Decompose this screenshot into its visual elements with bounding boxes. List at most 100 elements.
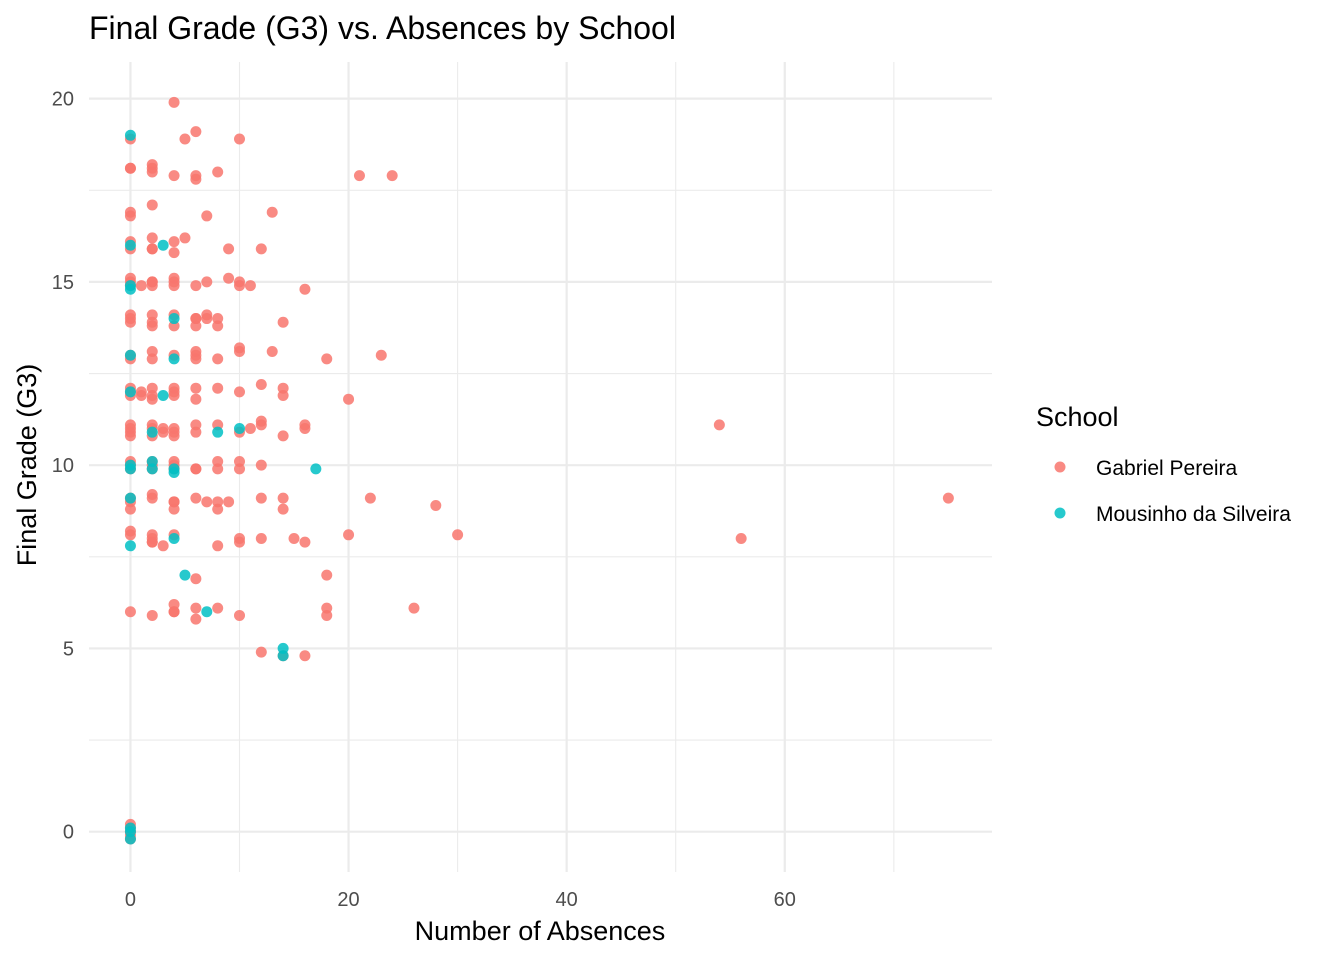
point-gabriel-pereira: [190, 463, 202, 475]
point-mousinho-da-silveira: [212, 426, 224, 438]
y-axis-ticks: 0 5 10 15 20: [52, 89, 74, 844]
point-mousinho-da-silveira: [310, 463, 322, 475]
point-gabriel-pereira: [277, 492, 289, 504]
point-gabriel-pereira: [255, 492, 267, 504]
point-gabriel-pereira: [124, 316, 136, 328]
point-gabriel-pereira: [321, 569, 333, 581]
legend-label-gabriel-pereira: Gabriel Pereira: [1096, 457, 1238, 480]
point-gabriel-pereira: [386, 170, 398, 182]
point-gabriel-pereira: [212, 320, 224, 332]
point-gabriel-pereira: [190, 126, 202, 138]
y-tick-label: 15: [52, 272, 74, 294]
point-gabriel-pereira: [168, 236, 180, 248]
point-gabriel-pereira: [212, 602, 224, 614]
point-gabriel-pereira: [277, 503, 289, 515]
point-mousinho-da-silveira: [124, 129, 136, 141]
legend-title: School: [1036, 402, 1119, 432]
point-gabriel-pereira: [146, 199, 158, 211]
point-gabriel-pereira: [146, 353, 158, 365]
point-gabriel-pereira: [190, 613, 202, 625]
point-gabriel-pereira: [168, 390, 180, 402]
point-gabriel-pereira: [244, 423, 256, 435]
point-gabriel-pereira: [223, 496, 235, 508]
point-gabriel-pereira: [168, 170, 180, 182]
point-mousinho-da-silveira: [168, 466, 180, 478]
point-mousinho-da-silveira: [124, 386, 136, 398]
y-tick-label: 5: [63, 638, 74, 660]
point-gabriel-pereira: [234, 463, 245, 475]
point-mousinho-da-silveira: [201, 606, 213, 618]
point-gabriel-pereira: [408, 602, 420, 614]
point-gabriel-pereira: [244, 280, 256, 292]
point-gabriel-pereira: [266, 206, 278, 218]
y-tick-label: 0: [63, 822, 74, 844]
point-gabriel-pereira: [168, 247, 180, 259]
point-gabriel-pereira: [234, 346, 245, 358]
point-gabriel-pereira: [201, 210, 213, 222]
point-gabriel-pereira: [124, 606, 136, 618]
y-tick-label: 20: [52, 89, 74, 111]
point-gabriel-pereira: [277, 316, 289, 328]
x-tick-label: 0: [125, 889, 136, 911]
x-tick-label: 20: [337, 889, 359, 911]
point-gabriel-pereira: [168, 430, 180, 442]
point-gabriel-pereira: [212, 463, 224, 475]
point-gabriel-pereira: [430, 499, 442, 511]
point-gabriel-pereira: [146, 320, 158, 332]
point-gabriel-pereira: [146, 609, 158, 621]
x-tick-label: 40: [556, 889, 578, 911]
point-gabriel-pereira: [299, 650, 311, 662]
legend-key-mousinho-da-silveira: [1054, 507, 1066, 519]
point-mousinho-da-silveira: [179, 569, 191, 581]
point-gabriel-pereira: [343, 393, 355, 405]
point-gabriel-pereira: [353, 170, 365, 182]
point-mousinho-da-silveira: [124, 492, 136, 504]
legend: School Gabriel Pereira Mousinho da Silve…: [1036, 402, 1291, 526]
point-mousinho-da-silveira: [168, 313, 180, 325]
point-gabriel-pereira: [255, 532, 267, 544]
point-gabriel-pereira: [266, 346, 278, 358]
point-mousinho-da-silveira: [234, 423, 245, 435]
point-gabriel-pereira: [277, 390, 289, 402]
point-gabriel-pereira: [364, 492, 376, 504]
point-gabriel-pereira: [146, 536, 158, 548]
point-gabriel-pereira: [234, 133, 245, 145]
point-gabriel-pereira: [157, 540, 169, 552]
point-gabriel-pereira: [190, 320, 202, 332]
point-gabriel-pereira: [168, 280, 180, 292]
point-gabriel-pereira: [212, 353, 224, 365]
point-gabriel-pereira: [299, 423, 311, 435]
point-gabriel-pereira: [255, 415, 267, 427]
point-gabriel-pereira: [255, 459, 267, 471]
point-gabriel-pereira: [146, 492, 158, 504]
point-gabriel-pereira: [168, 503, 180, 515]
chart-title: Final Grade (G3) vs. Absences by School: [89, 10, 676, 46]
point-mousinho-da-silveira: [124, 283, 136, 295]
point-mousinho-da-silveira: [168, 532, 180, 544]
point-gabriel-pereira: [212, 540, 224, 552]
point-mousinho-da-silveira: [124, 540, 136, 552]
point-gabriel-pereira: [234, 536, 245, 548]
point-gabriel-pereira: [321, 353, 333, 365]
point-gabriel-pereira: [146, 232, 158, 244]
point-gabriel-pereira: [168, 96, 180, 108]
point-gabriel-pereira: [234, 280, 245, 292]
point-mousinho-da-silveira: [168, 353, 180, 365]
point-gabriel-pereira: [321, 609, 333, 621]
point-gabriel-pereira: [190, 492, 202, 504]
point-gabriel-pereira: [255, 379, 267, 391]
point-gabriel-pereira: [288, 532, 300, 544]
point-gabriel-pereira: [146, 166, 158, 178]
point-gabriel-pereira: [179, 133, 191, 145]
plot-grid: [89, 62, 992, 872]
x-axis-ticks: 0 20 40 60: [125, 889, 796, 911]
point-mousinho-da-silveira: [124, 349, 136, 361]
y-tick-label: 10: [52, 455, 74, 477]
point-gabriel-pereira: [212, 503, 224, 515]
point-gabriel-pereira: [190, 573, 202, 585]
point-gabriel-pereira: [212, 166, 224, 178]
point-gabriel-pereira: [146, 280, 158, 292]
point-gabriel-pereira: [343, 529, 355, 541]
point-mousinho-da-silveira: [277, 650, 289, 662]
